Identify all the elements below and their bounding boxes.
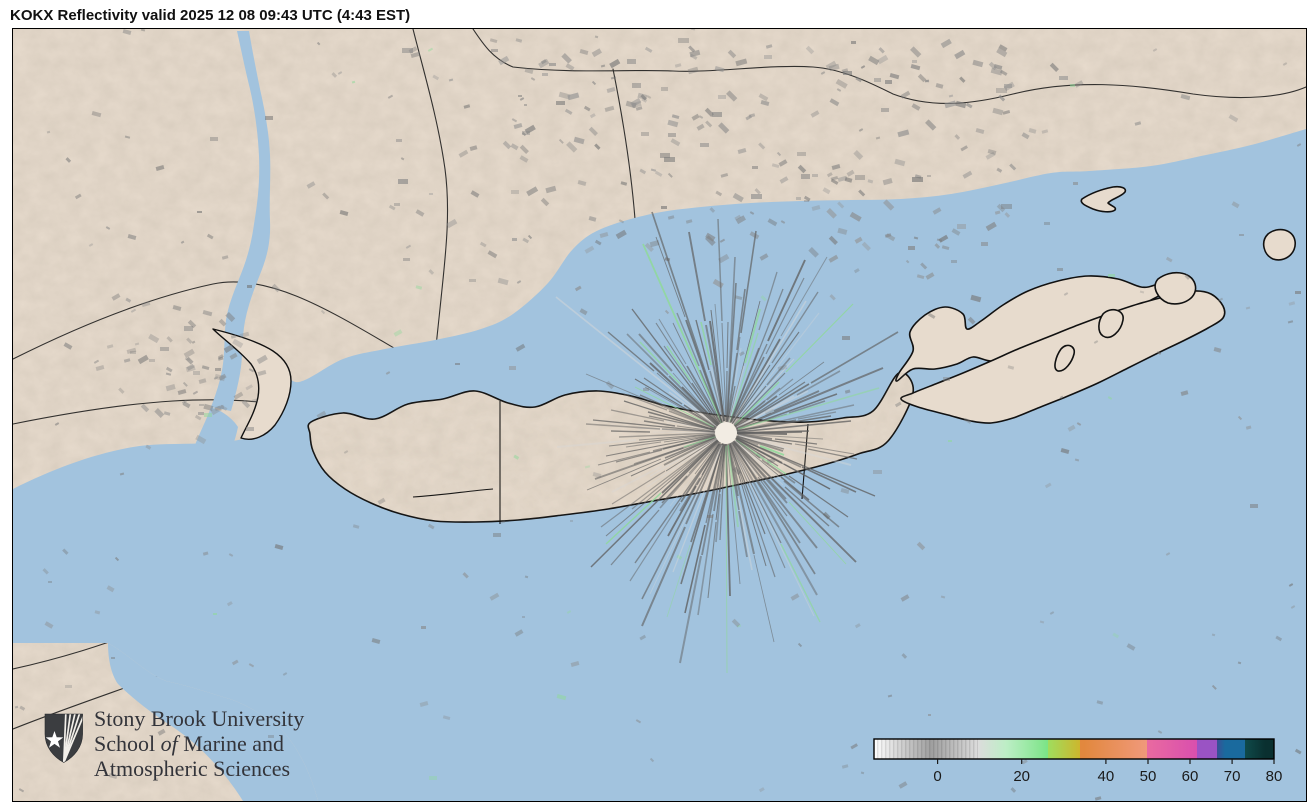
svg-text:60: 60 [1182, 768, 1199, 785]
svg-text:80: 80 [1266, 768, 1283, 785]
svg-text:Atmospheric Sciences: Atmospheric Sciences [94, 756, 290, 781]
svg-text:0: 0 [933, 768, 941, 785]
svg-text:50: 50 [1140, 768, 1157, 785]
svg-text:40: 40 [1098, 768, 1115, 785]
svg-text:70: 70 [1224, 768, 1241, 785]
svg-text:Stony Brook University: Stony Brook University [94, 706, 304, 731]
svg-text:20: 20 [1013, 768, 1030, 785]
svg-text:School of Marine and: School of Marine and [94, 731, 284, 756]
